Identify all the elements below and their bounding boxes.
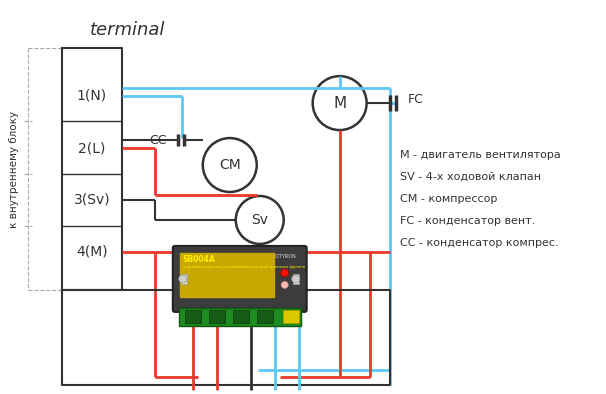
Text: CITYRON: CITYRON: [275, 255, 297, 259]
Bar: [257, 310, 273, 323]
Circle shape: [291, 275, 300, 283]
Circle shape: [281, 269, 288, 277]
Text: FC: FC: [408, 93, 424, 106]
Text: СС - конденсатор компрес.: СС - конденсатор компрес.: [399, 238, 558, 248]
Text: SV - 4-х ходовой клапан: SV - 4-х ходовой клапан: [399, 172, 541, 182]
Text: Sv: Sv: [251, 213, 268, 227]
Bar: [185, 310, 201, 323]
Bar: [283, 310, 299, 323]
Text: M: M: [333, 96, 346, 111]
Text: к внутреннему блоку: к внутреннему блоку: [9, 110, 19, 228]
Text: СМ - компрессор: СМ - компрессор: [399, 194, 497, 204]
Text: FC - конденсатор вент.: FC - конденсатор вент.: [399, 216, 535, 226]
Circle shape: [179, 275, 187, 283]
Text: 3(Sv): 3(Sv): [73, 193, 110, 207]
Text: CM: CM: [219, 158, 241, 172]
Text: к автоматическому управлению секцией дренажа фреона: к автоматическому управлению секцией дре…: [183, 265, 305, 269]
Bar: [233, 310, 248, 323]
Bar: [179, 308, 301, 326]
Text: 1(N): 1(N): [77, 88, 107, 102]
Bar: [181, 274, 187, 284]
Bar: [293, 274, 299, 284]
Text: СС: СС: [149, 134, 167, 147]
Circle shape: [281, 281, 288, 288]
Text: М - двигатель вентилятора: М - двигатель вентилятора: [399, 150, 561, 160]
Text: 4(M): 4(M): [76, 245, 108, 259]
Text: SB004A: SB004A: [183, 255, 216, 264]
Bar: [209, 310, 225, 323]
Text: terminal: terminal: [90, 21, 165, 39]
Bar: [180, 253, 274, 297]
Text: 2(L): 2(L): [78, 141, 105, 155]
FancyBboxPatch shape: [173, 246, 307, 312]
